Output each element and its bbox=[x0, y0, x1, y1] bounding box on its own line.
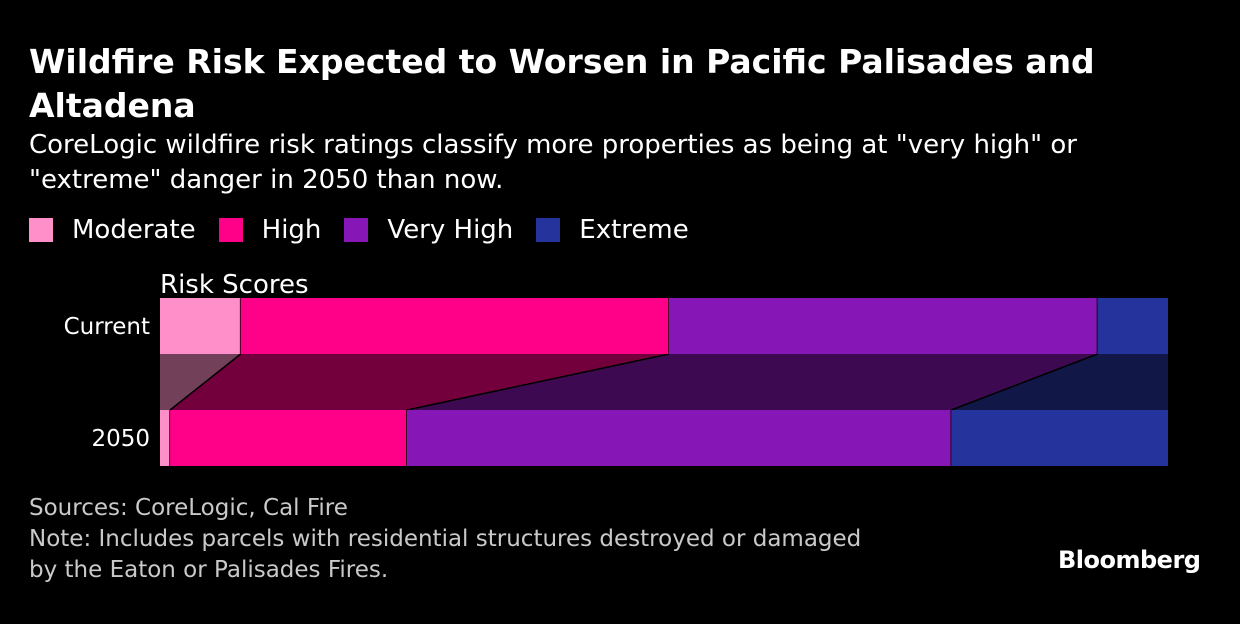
connector-divider-moderate bbox=[169, 353, 242, 411]
bar-current-moderate bbox=[160, 298, 241, 354]
chart-footer: Sources: CoreLogic, Cal Fire Note: Inclu… bbox=[29, 493, 989, 586]
row-label-2050: 2050 bbox=[91, 426, 150, 452]
connector-divider-high bbox=[406, 353, 670, 411]
legend-swatch-extreme bbox=[536, 218, 561, 242]
legend-item-high: High bbox=[218, 213, 322, 247]
bar-current-very-high bbox=[669, 298, 1098, 354]
row-label-current: Current bbox=[64, 314, 150, 340]
x-axis-label: Risk Scores bbox=[160, 270, 309, 300]
bloomberg-logo: Bloomberg bbox=[1058, 546, 1201, 574]
bar-2050-very-high bbox=[406, 410, 952, 466]
legend-item-extreme: Extreme bbox=[536, 213, 689, 247]
sources-text: Sources: CoreLogic, Cal Fire bbox=[29, 495, 348, 521]
connector-divider-very-high bbox=[951, 353, 1098, 411]
bar-connectors bbox=[160, 353, 1168, 411]
chart-legend: Moderate High Very High Extreme bbox=[29, 212, 712, 248]
stacked-bar-chart: Risk Scores Current 2050 bbox=[64, 270, 1168, 466]
legend-item-very-high: Very High bbox=[344, 213, 513, 247]
note-line-1: Note: Includes parcels with residential … bbox=[29, 526, 862, 552]
legend-label-moderate: Moderate bbox=[72, 215, 196, 245]
bar-current-extreme bbox=[1097, 298, 1168, 354]
chart-title: Wildfire Risk Expected to Worsen in Paci… bbox=[29, 42, 1095, 125]
chart-subtitle: CoreLogic wildfire risk ratings classify… bbox=[29, 130, 1077, 195]
connector-extreme bbox=[951, 354, 1168, 410]
legend-label-extreme: Extreme bbox=[579, 215, 689, 245]
note-line-2: by the Eaton or Palisades Fires. bbox=[29, 557, 389, 583]
connector-moderate bbox=[160, 354, 241, 410]
legend-item-moderate: Moderate bbox=[29, 213, 196, 247]
legend-label-very-high: Very High bbox=[387, 215, 514, 245]
bar-2050-moderate bbox=[160, 410, 171, 466]
legend-label-high: High bbox=[261, 215, 322, 245]
legend-swatch-moderate bbox=[29, 218, 53, 242]
bar-2050-extreme bbox=[951, 410, 1168, 466]
connector-high bbox=[170, 354, 670, 410]
bar-segments bbox=[160, 298, 1168, 466]
legend-swatch-very-high bbox=[344, 218, 369, 242]
connector-very-high bbox=[406, 354, 1098, 410]
bar-current-high bbox=[240, 298, 670, 354]
row-labels: Current 2050 bbox=[64, 314, 150, 452]
bar-2050-high bbox=[170, 410, 407, 466]
legend-swatch-high bbox=[218, 218, 243, 242]
